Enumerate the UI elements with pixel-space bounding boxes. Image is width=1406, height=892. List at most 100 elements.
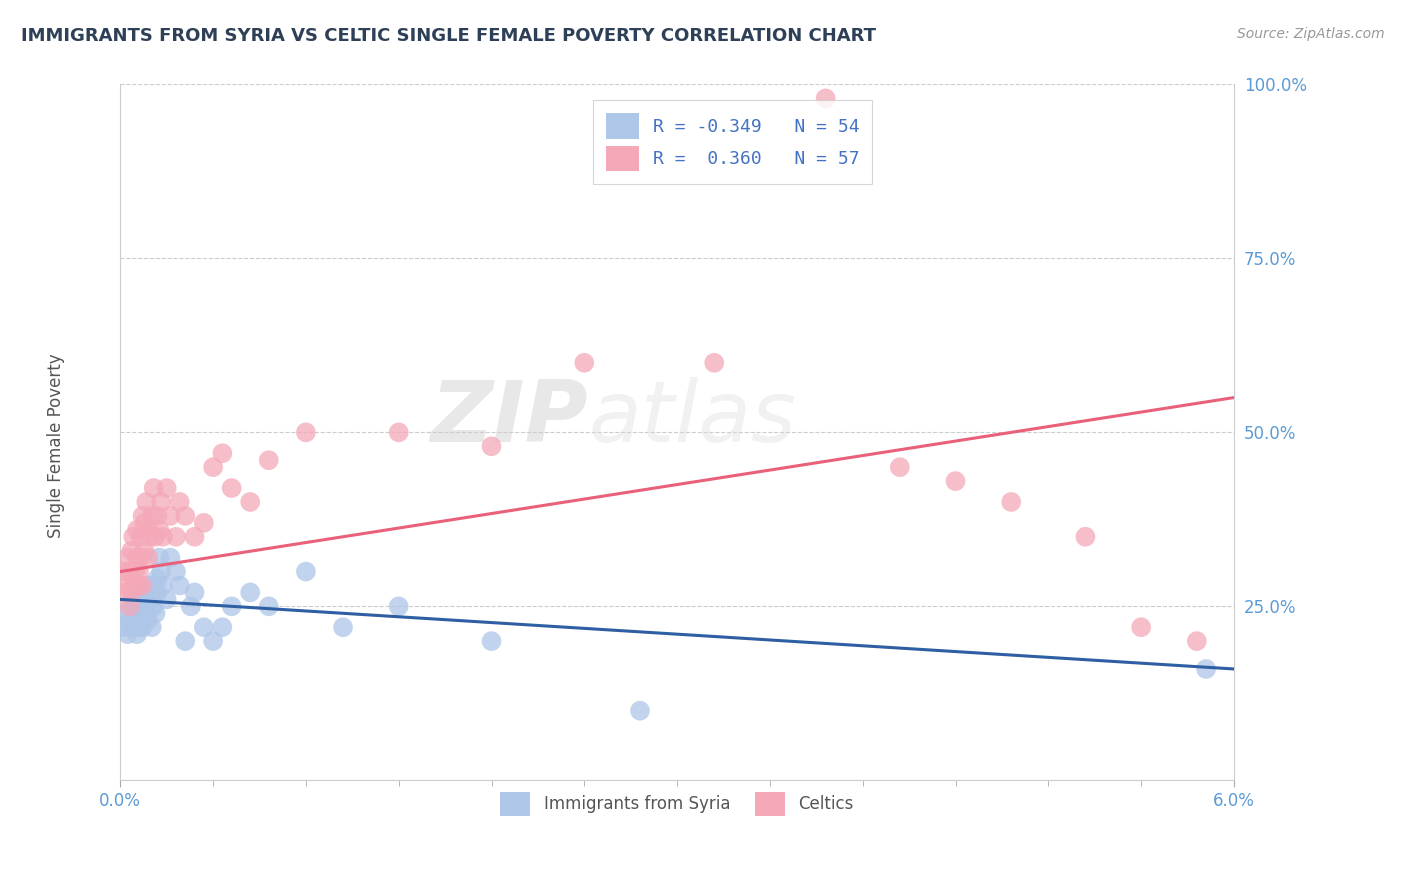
Point: [183, 530, 205, 544]
Point: [152, 578, 174, 592]
Point: [128, 578, 150, 592]
Point: [129, 550, 152, 565]
Point: [120, 543, 142, 558]
Point: [174, 508, 197, 523]
Point: [156, 481, 179, 495]
Point: [141, 592, 163, 607]
Point: [135, 607, 157, 621]
Point: [139, 585, 162, 599]
Point: [148, 523, 170, 537]
Point: [124, 620, 146, 634]
Point: [388, 425, 411, 440]
Point: [131, 620, 153, 634]
Point: [257, 599, 280, 614]
Point: [295, 565, 318, 579]
Point: [257, 453, 280, 467]
Point: [152, 530, 174, 544]
Point: [1130, 620, 1153, 634]
Point: [122, 530, 145, 544]
Point: [239, 585, 262, 599]
Point: [131, 508, 153, 523]
Point: [128, 565, 150, 579]
Point: [150, 565, 173, 579]
Point: [211, 620, 233, 634]
Point: [124, 565, 146, 579]
Point: [1074, 530, 1097, 544]
Point: [135, 592, 157, 607]
Point: [295, 425, 318, 440]
Point: [124, 599, 146, 614]
Point: [388, 599, 411, 614]
Point: [141, 508, 163, 523]
Point: [142, 481, 165, 495]
Point: [136, 578, 159, 592]
Point: [112, 565, 135, 579]
Point: [125, 607, 148, 621]
Point: [145, 607, 167, 621]
Point: [134, 543, 156, 558]
Legend: Immigrants from Syria, Celtics: Immigrants from Syria, Celtics: [492, 784, 862, 824]
Text: atlas: atlas: [588, 377, 796, 460]
Point: [239, 495, 262, 509]
Point: [1000, 495, 1022, 509]
Point: [180, 599, 202, 614]
Point: [122, 592, 145, 607]
Point: [120, 585, 142, 599]
Point: [481, 439, 503, 453]
Point: [148, 550, 170, 565]
Point: [221, 599, 243, 614]
Point: [136, 550, 159, 565]
Point: [945, 474, 967, 488]
Point: [115, 578, 138, 592]
Point: [122, 578, 145, 592]
Point: [136, 523, 159, 537]
Point: [221, 481, 243, 495]
Point: [165, 565, 187, 579]
Point: [202, 634, 225, 648]
Point: [202, 460, 225, 475]
Point: [193, 516, 215, 530]
Text: IMMIGRANTS FROM SYRIA VS CELTIC SINGLE FEMALE POVERTY CORRELATION CHART: IMMIGRANTS FROM SYRIA VS CELTIC SINGLE F…: [21, 27, 876, 45]
Point: [124, 578, 146, 592]
Point: [628, 704, 651, 718]
Point: [1195, 662, 1218, 676]
Point: [145, 530, 167, 544]
Point: [131, 578, 153, 592]
Point: [128, 613, 150, 627]
Point: [146, 508, 169, 523]
Point: [1185, 634, 1208, 648]
Point: [169, 495, 191, 509]
Point: [174, 634, 197, 648]
Point: [120, 620, 142, 634]
Point: [134, 516, 156, 530]
Point: [122, 613, 145, 627]
Point: [574, 356, 596, 370]
Point: [117, 627, 139, 641]
Point: [142, 578, 165, 592]
Point: [112, 620, 135, 634]
Text: Single Female Poverty: Single Female Poverty: [48, 354, 65, 538]
Point: [129, 620, 152, 634]
Point: [146, 572, 169, 586]
Point: [165, 530, 187, 544]
Point: [131, 607, 153, 621]
Point: [117, 550, 139, 565]
Point: [814, 91, 837, 105]
Point: [135, 495, 157, 509]
Point: [703, 356, 725, 370]
Point: [118, 613, 141, 627]
Point: [193, 620, 215, 634]
Point: [142, 599, 165, 614]
Point: [150, 495, 173, 509]
Point: [211, 446, 233, 460]
Point: [118, 565, 141, 579]
Point: [169, 578, 191, 592]
Point: [159, 508, 181, 523]
Point: [183, 585, 205, 599]
Point: [125, 550, 148, 565]
Point: [159, 550, 181, 565]
Point: [112, 585, 135, 599]
Point: [115, 607, 138, 621]
Point: [118, 599, 141, 614]
Point: [136, 613, 159, 627]
